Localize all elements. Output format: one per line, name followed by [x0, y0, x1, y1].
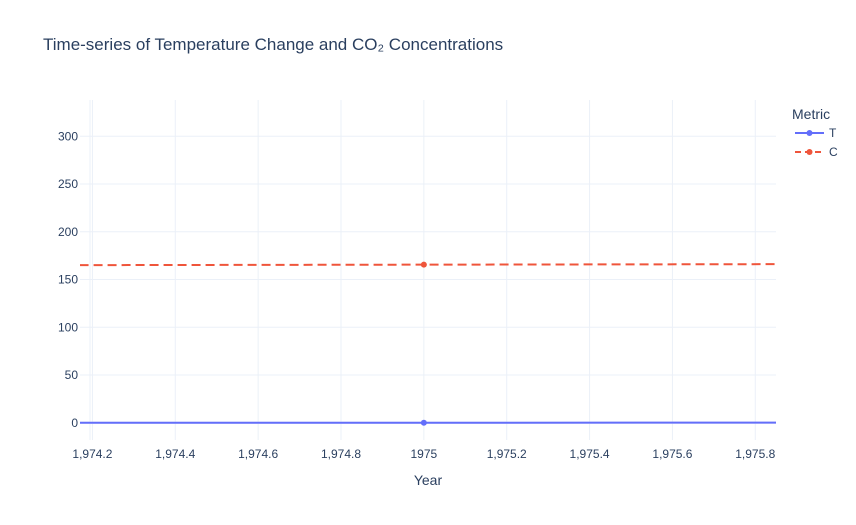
data-point-c: [420, 261, 427, 268]
legend-marker: [806, 149, 813, 155]
x-tick-label: 1,975.4: [570, 447, 610, 461]
x-axis-ticks: 1,974.2 1,974.4 1,974.6 1,974.8 1975 1,975.2 1…: [72, 447, 775, 461]
x-axis-title: Year: [414, 472, 443, 488]
series-layer: [80, 261, 776, 426]
x-tick-label: 1,974.8: [321, 447, 361, 461]
series-clip-group: [80, 261, 776, 426]
legend-label: C: [829, 145, 838, 159]
x-tick-label: 1,974.2: [72, 447, 112, 461]
y-tick-label: 0: [71, 416, 78, 430]
x-tick-label: 1975: [411, 447, 438, 461]
legend[interactable]: Metric TC: [792, 106, 838, 159]
legend-items[interactable]: TC: [795, 126, 838, 159]
x-tick-label: 1,975.2: [487, 447, 527, 461]
y-axis-ticks: 0 50 100 150 200 250 300: [58, 129, 78, 430]
x-tick-label: 1,975.8: [735, 447, 775, 461]
y-tick-label: 250: [58, 177, 78, 191]
x-tick-label: 1,974.6: [238, 447, 278, 461]
grid: [80, 100, 776, 440]
chart-title: Time-series of Temperature Change and CO…: [43, 35, 503, 54]
legend-item-t[interactable]: T: [795, 126, 837, 140]
x-tick-label: 1,974.4: [155, 447, 195, 461]
legend-title: Metric: [792, 106, 830, 122]
y-tick-label: 150: [58, 273, 78, 287]
y-tick-label: 300: [58, 129, 78, 143]
y-tick-label: 200: [58, 225, 78, 239]
x-tick-label: 1,975.6: [652, 447, 692, 461]
legend-item-c[interactable]: C: [795, 145, 838, 159]
data-point-t: [420, 419, 427, 426]
y-tick-label: 100: [58, 320, 78, 334]
y-tick-label: 50: [65, 368, 79, 382]
legend-marker: [806, 130, 813, 136]
legend-label: T: [829, 126, 837, 140]
